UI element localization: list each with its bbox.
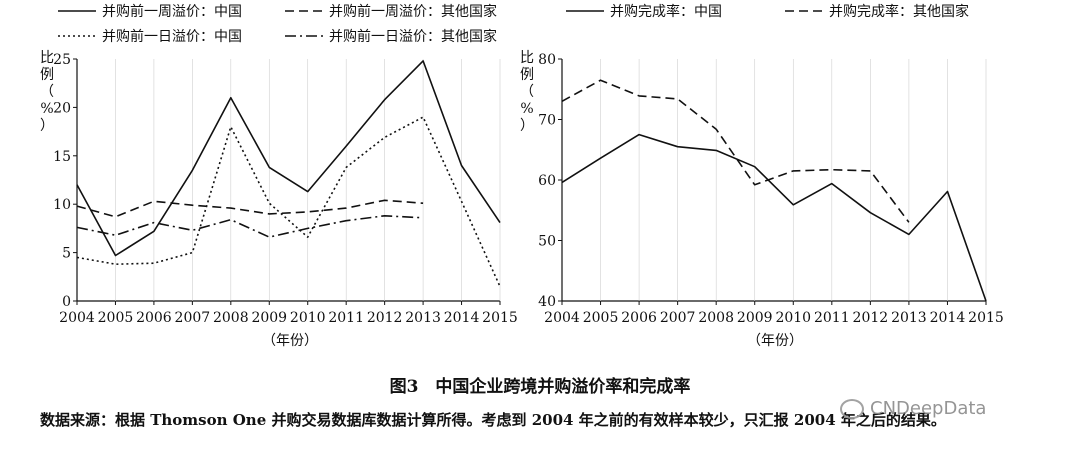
y-axis-title-char: 例 xyxy=(40,67,54,83)
series-line-3 xyxy=(76,116,501,287)
legend-label-3: 并购前一日溢价：中国 xyxy=(102,28,242,45)
x-tick-label: 2011 xyxy=(328,310,364,326)
watermark-text: CNDeepData xyxy=(870,398,987,419)
legend-label-1: 并购完成率：中国 xyxy=(610,3,722,20)
y-tick-label: 15 xyxy=(53,149,71,165)
y-axis-title-char: 比 xyxy=(520,50,534,66)
y-axis-title-char: 例 xyxy=(520,67,534,83)
x-tick-label: 2008 xyxy=(698,310,734,326)
y-tick-label: 20 xyxy=(53,100,71,116)
x-tick-label: 2004 xyxy=(544,310,580,326)
x-tick-label: 2010 xyxy=(775,310,811,326)
x-tick-label: 2013 xyxy=(891,310,927,326)
x-tick-label: 2007 xyxy=(660,310,696,326)
y-axis-title-char: （ xyxy=(520,84,534,100)
wechat-icon xyxy=(840,399,864,419)
y-tick-label: 25 xyxy=(53,52,71,68)
series-line-2 xyxy=(76,199,424,218)
series-line-4 xyxy=(76,215,424,238)
watermark: CNDeepData xyxy=(840,398,986,419)
y-tick-label: 80 xyxy=(538,52,556,68)
y-axis-title-char: ） xyxy=(40,118,54,134)
x-tick-label: 2013 xyxy=(405,310,441,326)
x-tick-label: 2015 xyxy=(482,310,518,326)
y-axis-title-char: % xyxy=(520,101,533,117)
x-tick-label: 2011 xyxy=(814,310,850,326)
x-tick-label: 2005 xyxy=(583,310,619,326)
legend-label-2: 并购前一周溢价：其他国家 xyxy=(329,3,497,20)
legend-label-1: 并购前一周溢价：中国 xyxy=(102,3,242,20)
x-tick-label: 2007 xyxy=(175,310,211,326)
y-axis-title-char: % xyxy=(40,101,53,117)
legend-label-4: 并购前一日溢价：其他国家 xyxy=(329,28,497,45)
x-tick-label: 2009 xyxy=(251,310,287,326)
y-tick-label: 70 xyxy=(538,113,556,129)
y-tick-label: 0 xyxy=(62,294,71,310)
series-line-1 xyxy=(561,133,987,302)
x-tick-label: 2012 xyxy=(853,310,889,326)
series-line-2 xyxy=(561,79,910,223)
figure-caption: 图3 中国企业跨境并购溢价率和完成率 xyxy=(389,377,691,397)
x-tick-label: 2014 xyxy=(444,310,480,326)
x-tick-label: 2008 xyxy=(213,310,249,326)
legend-label-2: 并购完成率：其他国家 xyxy=(829,3,969,20)
x-tick-label: 2004 xyxy=(59,310,95,326)
y-axis-title-char: （ xyxy=(40,84,54,100)
x-tick-label: 2006 xyxy=(136,310,172,326)
source-note: 数据来源：根据 Thomson One 并购交易数据库数据计算所得。考虑到 20… xyxy=(40,411,946,429)
y-tick-label: 50 xyxy=(538,234,556,250)
x-tick-label: 2015 xyxy=(968,310,1004,326)
y-tick-label: 40 xyxy=(538,294,556,310)
x-axis-title: （年份） xyxy=(747,333,803,349)
y-tick-label: 5 xyxy=(62,246,71,262)
y-tick-label: 60 xyxy=(538,173,556,189)
x-axis-title: （年份） xyxy=(262,333,318,349)
y-axis-title-char: 比 xyxy=(40,50,54,66)
x-tick-label: 2012 xyxy=(367,310,403,326)
x-tick-label: 2006 xyxy=(621,310,657,326)
x-tick-label: 2010 xyxy=(290,310,326,326)
series-line-1 xyxy=(76,60,501,257)
y-tick-label: 10 xyxy=(53,197,71,213)
y-axis-title-char: ） xyxy=(520,118,534,134)
x-tick-label: 2009 xyxy=(737,310,773,326)
x-tick-label: 2005 xyxy=(98,310,134,326)
x-tick-label: 2014 xyxy=(930,310,966,326)
